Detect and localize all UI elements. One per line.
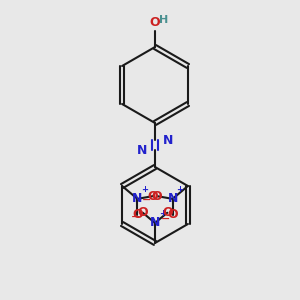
Text: N: N bbox=[136, 143, 147, 157]
Text: +: + bbox=[141, 185, 148, 194]
Text: O: O bbox=[137, 206, 148, 219]
Text: H: H bbox=[159, 15, 169, 25]
Text: N: N bbox=[150, 217, 160, 230]
Text: −: − bbox=[161, 214, 170, 224]
Text: N: N bbox=[132, 192, 142, 206]
Text: +: + bbox=[177, 185, 184, 194]
Text: +: + bbox=[159, 209, 166, 218]
Text: O: O bbox=[148, 190, 158, 202]
Text: O: O bbox=[152, 190, 162, 202]
Text: −: − bbox=[131, 212, 140, 222]
Text: N: N bbox=[163, 134, 173, 146]
Text: O: O bbox=[132, 208, 143, 221]
Text: −: − bbox=[142, 195, 151, 205]
Text: O: O bbox=[162, 206, 172, 219]
Text: N: N bbox=[167, 192, 178, 206]
Text: O: O bbox=[150, 16, 160, 29]
Text: O: O bbox=[167, 208, 178, 221]
